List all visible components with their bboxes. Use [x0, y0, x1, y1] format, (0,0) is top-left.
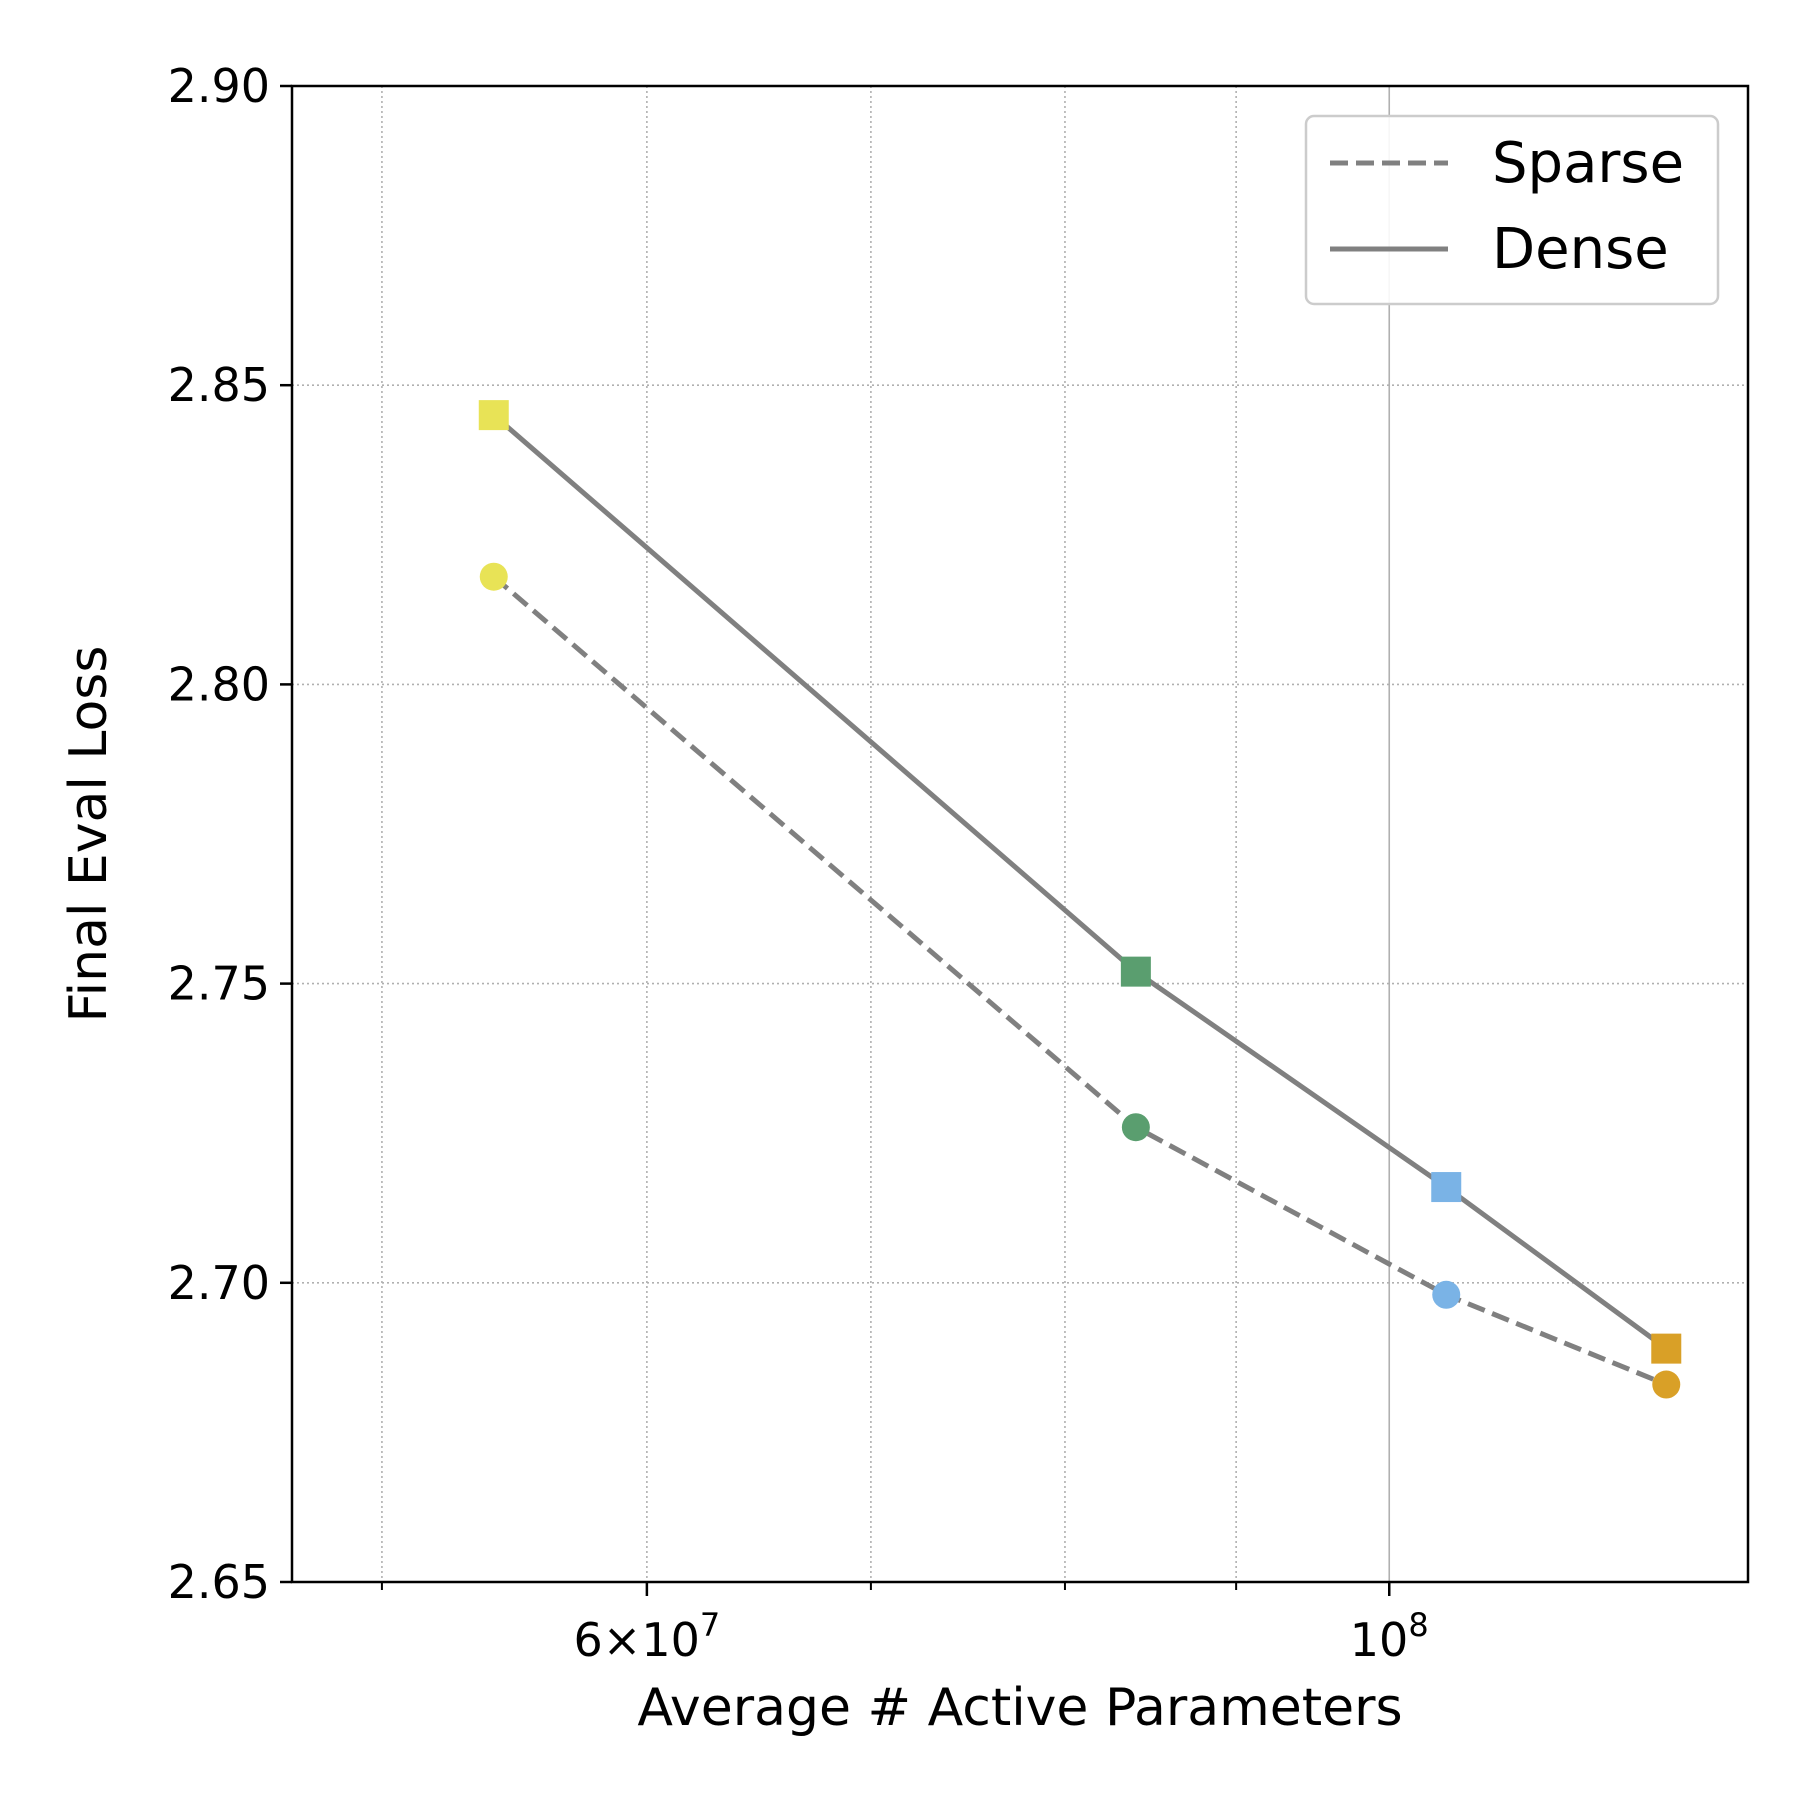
point-dense	[478, 400, 509, 431]
point-dense	[1431, 1172, 1462, 1203]
legend: Sparse Dense	[1304, 114, 1720, 306]
point-sparse	[479, 562, 508, 591]
y-tick-label: 2.85	[168, 358, 270, 412]
x-tick-label-exponent: 7	[700, 1606, 720, 1644]
ticks	[280, 84, 1391, 1596]
series-line-sparse	[492, 574, 1668, 1387]
plot-background	[292, 86, 1748, 1582]
y-axis-title: Final Eval Loss	[59, 646, 119, 1023]
point-sparse	[1432, 1280, 1461, 1309]
point-sparse	[1121, 1113, 1150, 1142]
y-tick-label: 2.80	[168, 657, 270, 711]
y-tick-label: 2.70	[168, 1256, 270, 1310]
tick-labels: 2.65 2.70 2.75 2.80 2.85 2.90 6×107 108	[168, 59, 1429, 1667]
point-sparse	[1652, 1370, 1681, 1399]
x-tick-label-exponent: 8	[1408, 1606, 1428, 1644]
x-tick-label: 108	[1350, 1606, 1429, 1667]
x-tick-label-base: 6×10	[574, 1613, 700, 1667]
x-tick-label: 6×107	[574, 1606, 721, 1667]
markers	[478, 400, 1682, 1399]
x-axis-title: Average # Active Parameters	[637, 1678, 1402, 1738]
y-tick-label: 2.90	[168, 59, 270, 113]
plot-frame	[290, 84, 1750, 1584]
legend-dense-label: Dense	[1492, 217, 1669, 282]
grid	[292, 85, 1748, 1583]
y-tick-label: 2.65	[168, 1555, 270, 1609]
point-dense	[1120, 956, 1151, 987]
series-line-dense	[492, 413, 1668, 1351]
y-tick-label: 2.75	[168, 957, 270, 1011]
legend-sparse-label: Sparse	[1492, 131, 1684, 196]
series-lines	[492, 413, 1668, 1387]
x-tick-label-base: 10	[1350, 1613, 1409, 1667]
point-dense	[1651, 1333, 1682, 1364]
